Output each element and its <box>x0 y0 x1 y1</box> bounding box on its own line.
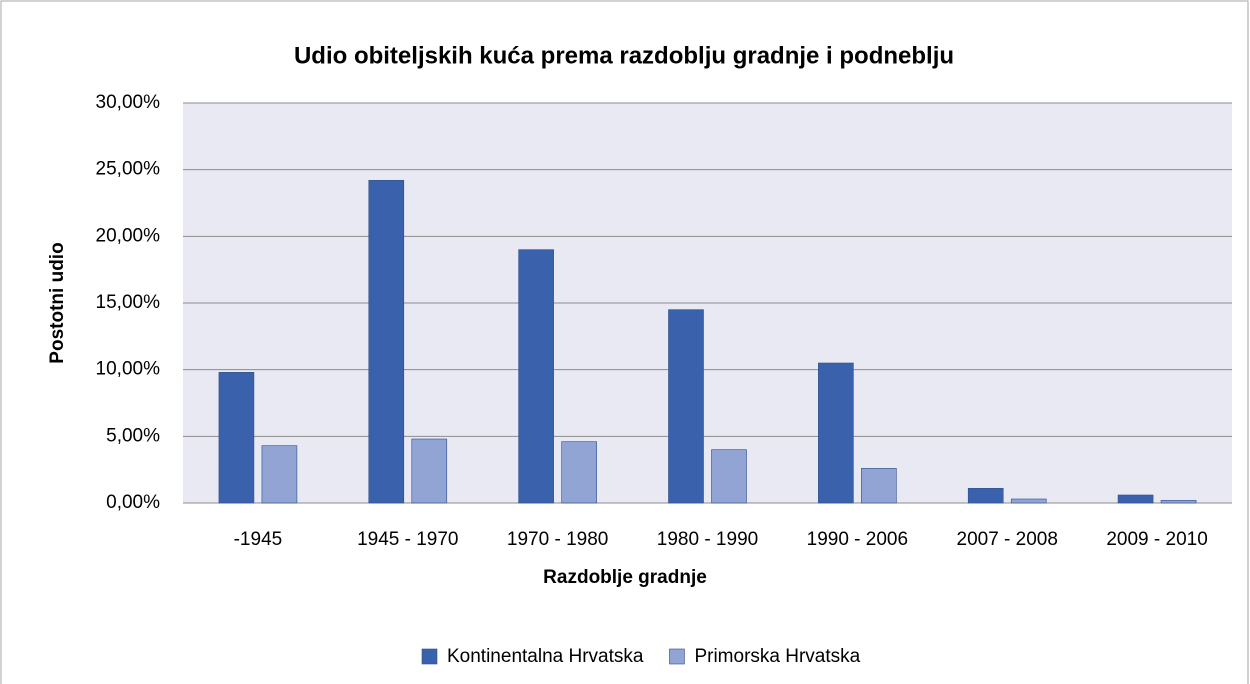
legend-swatch <box>669 648 685 665</box>
x-tick-label: 2007 - 2008 <box>957 529 1058 550</box>
x-tick-label: 1970 - 1980 <box>507 529 608 550</box>
bar <box>1010 498 1047 504</box>
legend-label: Kontinentalna Hrvatska <box>447 646 644 667</box>
bar <box>1117 494 1154 504</box>
legend-label: Primorska Hrvatska <box>694 646 860 667</box>
x-tick-label: 1945 - 1970 <box>357 529 458 550</box>
bar <box>518 249 554 504</box>
bar <box>967 488 1004 504</box>
y-tick-label: 5,00% <box>106 425 160 446</box>
bar <box>711 449 747 504</box>
bar <box>668 309 704 504</box>
x-tick-label: 1990 - 2006 <box>807 529 908 550</box>
y-tick-label: 10,00% <box>96 359 161 380</box>
y-tick-label: 15,00% <box>96 292 161 313</box>
legend-swatch <box>421 648 438 665</box>
x-axis-label: Razdoblje gradnje <box>543 567 707 588</box>
bar <box>411 438 448 504</box>
bar <box>1160 500 1197 504</box>
bar <box>218 372 255 504</box>
x-tick-label: 1980 - 1990 <box>657 529 758 550</box>
chart-title: Udio obiteljskih kuća prema razdoblju gr… <box>294 42 954 69</box>
bar <box>818 362 854 504</box>
bar <box>561 441 597 504</box>
y-axis-label: Postotni udio <box>47 242 68 363</box>
y-tick-label: 0,00% <box>106 492 160 513</box>
x-tick-label: 2009 - 2010 <box>1106 529 1207 550</box>
y-tick-label: 30,00% <box>96 92 161 113</box>
x-tick-label: -1945 <box>234 529 283 550</box>
bar <box>261 445 298 504</box>
y-tick-label: 25,00% <box>96 159 161 180</box>
bar <box>861 468 897 504</box>
bar <box>368 180 405 504</box>
y-tick-label: 20,00% <box>96 225 161 246</box>
